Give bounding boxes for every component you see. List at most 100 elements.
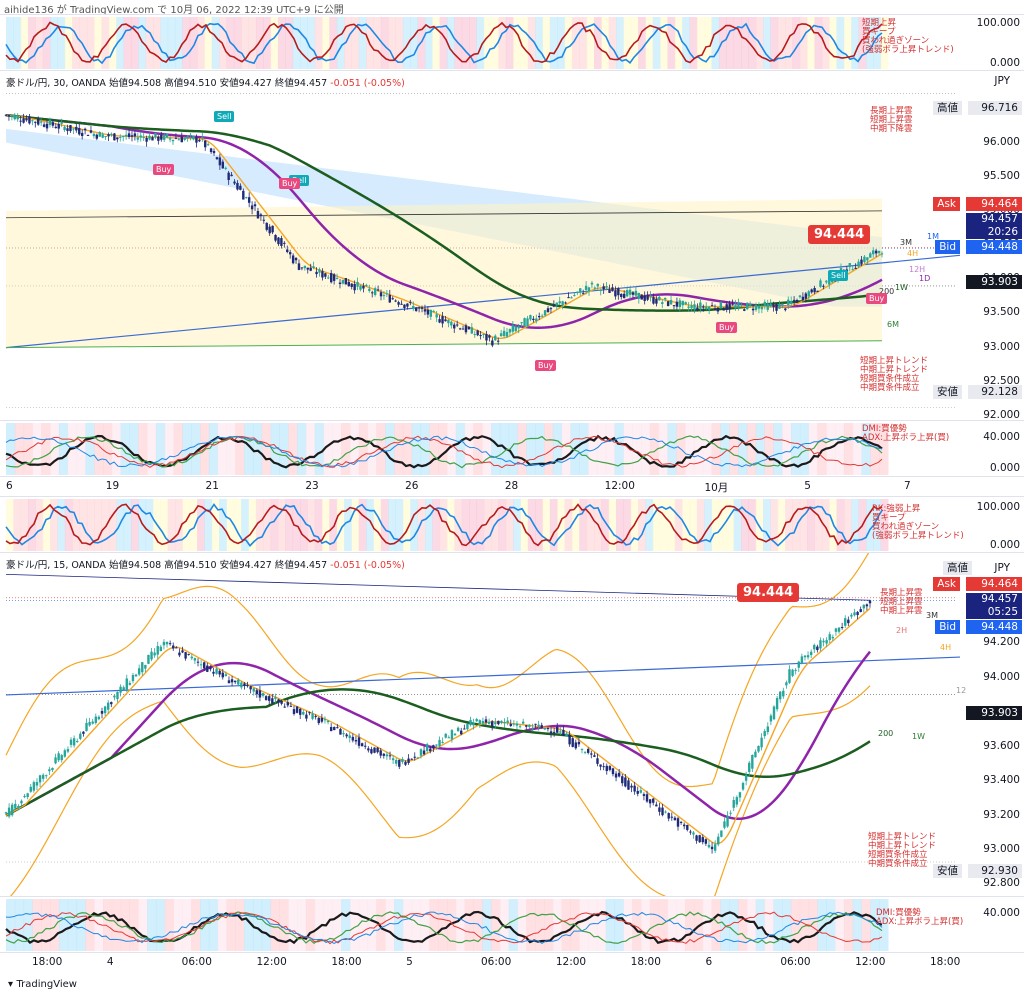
dmi-band	[394, 423, 404, 475]
candle-body	[666, 301, 670, 307]
osc-band	[476, 499, 485, 551]
candle-body	[698, 835, 701, 843]
candle-body	[655, 298, 658, 304]
main-chart-15m[interactable]: 豪ドル/円, 15, OANDA 始値94.508 高値94.510 安値94.…	[0, 552, 1024, 897]
osc-band	[35, 17, 44, 69]
candle-body	[624, 777, 627, 787]
candle-body	[407, 758, 410, 764]
osc-band	[549, 17, 558, 69]
dmi-band	[244, 423, 254, 475]
candle-body	[376, 289, 380, 291]
candle-body	[66, 128, 69, 132]
time-tick: 12:00	[256, 956, 287, 968]
osc-band	[704, 499, 713, 551]
osc-band	[549, 499, 558, 551]
osc-band	[233, 17, 242, 69]
osc-band	[432, 499, 441, 551]
candle-body	[521, 721, 525, 724]
mid-oscillator-panel[interactable]: 100.000 0.000 RK:強弱上昇 買キープ 買われ過ぎゾーン (強弱ボ…	[0, 496, 1024, 553]
dmi-band	[376, 899, 386, 951]
candle-body	[305, 714, 308, 719]
candle-body	[562, 729, 565, 736]
candle-body	[16, 115, 19, 120]
osc-band	[491, 17, 499, 69]
osc-band	[843, 499, 852, 551]
candle-body	[514, 326, 517, 332]
candle-body	[98, 132, 101, 137]
price-tick: 93.400	[983, 774, 1020, 787]
osc-band	[623, 499, 632, 551]
candle-body	[332, 274, 336, 281]
candle-body	[48, 119, 52, 125]
osc-band	[829, 17, 838, 69]
candle-body	[426, 309, 430, 315]
candle-body	[599, 289, 602, 291]
candle-body	[249, 686, 252, 690]
dmi-band	[790, 423, 801, 475]
candle-body	[778, 304, 781, 309]
time-axis-30m: 6 19 21 23 26 28 12:00 10月 5 7	[0, 476, 1024, 497]
osc-band	[652, 499, 661, 551]
candle-body	[649, 295, 652, 297]
candle-body	[292, 709, 296, 714]
bid-tag-30m: 94.448	[966, 240, 1022, 254]
candle-body	[45, 775, 48, 777]
candle-body	[286, 249, 289, 252]
osc-band	[821, 499, 830, 551]
candle-body	[509, 723, 512, 726]
bollinger-upper	[5, 553, 870, 788]
candle-body	[338, 282, 342, 285]
dmi-band	[6, 899, 16, 951]
dmi-band	[120, 899, 130, 951]
dmi-band	[155, 423, 166, 475]
osc-band	[20, 17, 29, 69]
candle-body	[525, 725, 528, 727]
candle-body	[371, 292, 374, 294]
dmi-band	[85, 423, 95, 475]
osc-band	[366, 499, 374, 551]
osc-band	[277, 17, 286, 69]
dmi-band	[103, 423, 113, 475]
dmi-band	[138, 899, 148, 951]
dmi-band	[138, 423, 148, 475]
dmi-panel-30m[interactable]: 40.000 0.000 DMI:買優勢 ADX:上昇ボラ上昇(買)	[0, 420, 1024, 477]
candle-body	[552, 304, 556, 307]
osc-band	[660, 499, 668, 551]
candle-body	[174, 137, 178, 139]
price-tick: 96.000	[983, 135, 1020, 148]
candle-body	[469, 719, 472, 725]
osc-band	[160, 499, 169, 551]
candle-body	[825, 640, 828, 644]
candle-body	[860, 259, 863, 264]
dmi-band	[473, 899, 483, 951]
dmi-band	[129, 423, 139, 475]
candle-body	[743, 309, 746, 311]
tf15-label-2h: 2H	[896, 626, 908, 635]
candle-body	[795, 299, 799, 303]
osc-band	[42, 499, 51, 551]
candle-body	[37, 118, 40, 125]
cloud-notes-30m: 長期上昇雲 短期上昇雲 中期下降雲	[870, 106, 913, 134]
candle-body	[391, 758, 395, 761]
candle-body	[617, 288, 620, 296]
dmi-line	[5, 911, 883, 945]
top-oscillator-panel[interactable]: 100.000 0.000 短期上昇 買キープ 買われ過ぎゾーン (強弱ボラ上昇…	[0, 14, 1024, 71]
dmi-band	[14, 899, 25, 951]
candle-body	[453, 733, 457, 736]
bid-tag-label-30m: Bid	[935, 240, 960, 254]
dmi-band	[341, 899, 351, 951]
candle-body	[100, 711, 104, 714]
osc-band	[476, 17, 485, 69]
candle-body	[34, 121, 37, 123]
candle-body	[403, 304, 406, 308]
osc-band	[880, 17, 889, 69]
price-tick: 94.200	[983, 636, 1020, 649]
dmi-band	[861, 899, 871, 951]
dmi-panel-15m[interactable]: 40.000 DMI:買優勢 ADX:上昇ボラ上昇(買)	[0, 896, 1024, 953]
tradingview-brand[interactable]: ▾ TradingView	[8, 979, 77, 990]
candle-body	[723, 821, 726, 828]
osc-band	[263, 17, 272, 69]
main-chart-30m[interactable]: 豪ドル/円, 30, OANDA 始値94.508 高値94.510 安値94.…	[0, 70, 1024, 421]
candle-body	[646, 295, 649, 300]
osc-line	[5, 503, 883, 547]
